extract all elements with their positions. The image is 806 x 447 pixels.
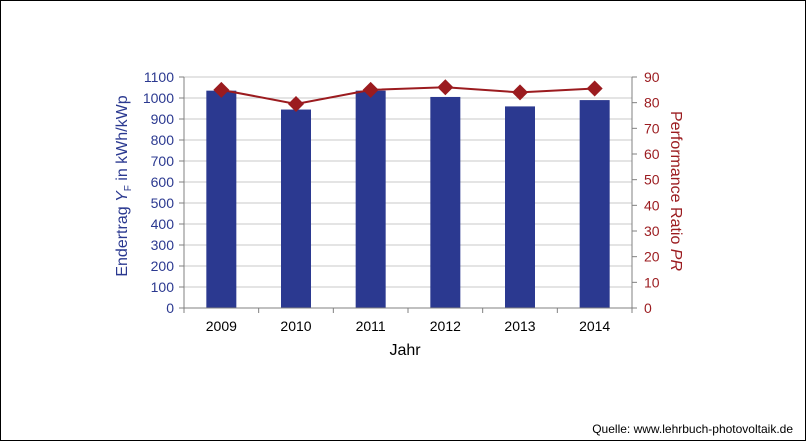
right-tick-label: 40 <box>644 197 660 213</box>
left-axis-ticks: 0 100 200 300 400 500 600 700 800 900 1000 1100 <box>143 69 184 316</box>
bar <box>505 106 535 309</box>
line-point <box>362 81 379 98</box>
bar <box>281 109 311 308</box>
left-tick-label: 300 <box>151 237 175 253</box>
bar <box>430 96 461 308</box>
right-tick-label: 60 <box>644 146 660 162</box>
left-tick-label: 400 <box>151 216 175 232</box>
left-tick-label: 700 <box>151 153 175 169</box>
left-axis-label-part: in kWh/kWp <box>114 95 131 185</box>
gridlines <box>184 76 632 309</box>
left-tick-label: 600 <box>151 174 175 190</box>
bar-series <box>206 90 610 309</box>
x-tick-label: 2012 <box>430 318 461 334</box>
x-tick-label: 2011 <box>356 318 386 334</box>
right-tick-label: 0 <box>644 300 652 316</box>
left-tick-label: 1000 <box>143 90 174 106</box>
bar <box>355 90 386 309</box>
left-axis-label-symbol: Y <box>114 190 131 202</box>
right-tick-label: 50 <box>644 172 660 188</box>
left-tick-label: 500 <box>151 195 175 211</box>
axes <box>183 77 633 313</box>
right-axis-ticks: 0 10 20 30 40 50 60 70 80 90 <box>632 69 660 316</box>
left-tick-label: 800 <box>151 132 175 148</box>
left-tick-label: 200 <box>151 258 175 274</box>
x-tick-label: 2009 <box>206 318 237 334</box>
right-tick-label: 80 <box>644 95 660 111</box>
left-axis-label-subscript: F <box>123 185 134 191</box>
line-series <box>213 79 603 112</box>
line-point <box>512 84 528 101</box>
bar <box>206 90 237 309</box>
source-credit: Quelle: www.lehrbuch-photovoltaik.de <box>592 422 793 436</box>
x-axis-label: Jahr <box>389 342 421 359</box>
line-point <box>586 80 603 97</box>
right-tick-label: 20 <box>644 249 660 265</box>
right-axis-label-symbol: PR <box>667 249 684 272</box>
x-tick-label: 2010 <box>280 318 311 334</box>
left-tick-label: 900 <box>151 111 175 127</box>
left-tick-label: 1100 <box>144 69 174 85</box>
right-tick-label: 30 <box>644 223 660 239</box>
right-tick-label: 10 <box>644 274 660 290</box>
left-axis-label: Endertrag YF in kWh/kWp <box>114 95 134 276</box>
x-tick-label: 2014 <box>579 318 610 334</box>
left-tick-label: 0 <box>166 300 174 316</box>
left-tick-label: 100 <box>151 279 175 295</box>
line-point <box>437 79 454 96</box>
bar <box>579 100 610 308</box>
right-tick-label: 90 <box>644 69 660 85</box>
left-axis-label-part: Endertrag <box>114 202 131 277</box>
line-point <box>213 81 230 98</box>
right-axis-label-part: Performance Ratio <box>667 111 684 249</box>
line-point <box>288 95 304 112</box>
right-axis-label: Performance Ratio PR <box>667 111 684 272</box>
performance-line <box>221 86 595 105</box>
x-tick-label: 2013 <box>504 318 535 334</box>
right-tick-label: 70 <box>644 120 660 136</box>
x-axis-ticks: 2009 2010 2011 2012 2013 2014 <box>206 318 611 334</box>
